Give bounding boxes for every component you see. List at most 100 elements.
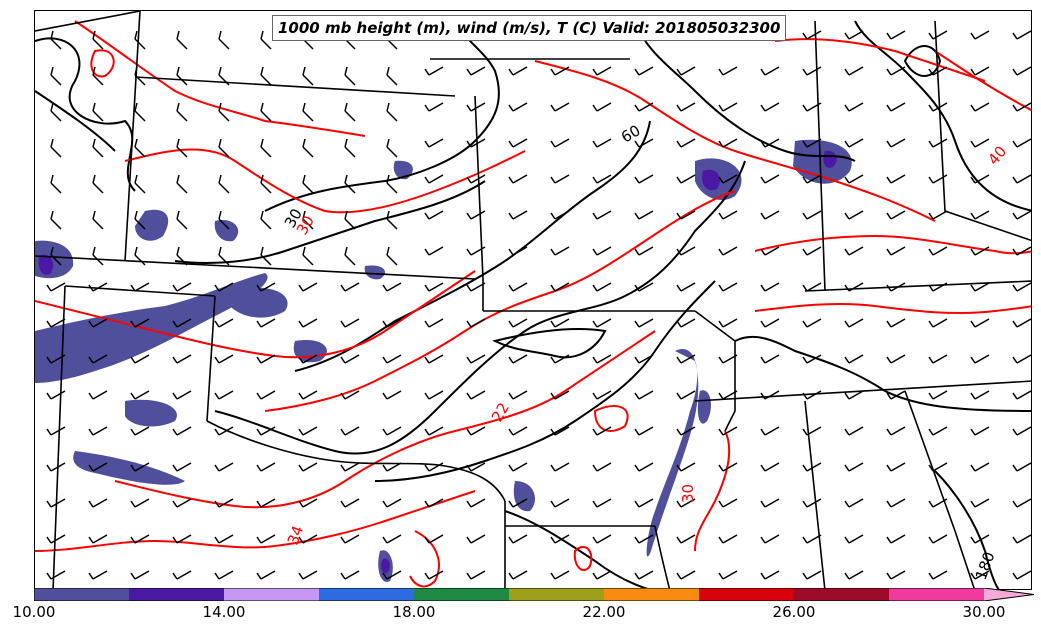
wind-barb — [844, 66, 864, 76]
wind-barb — [550, 570, 570, 580]
wind-barb — [424, 282, 444, 292]
wind-barb — [760, 534, 780, 544]
wind-barb — [844, 570, 864, 580]
wind-barb — [802, 534, 822, 544]
wind-barb — [386, 138, 398, 158]
colorbar-bin — [889, 588, 984, 601]
wind-barb — [508, 498, 528, 508]
wind-barb — [592, 174, 612, 184]
wind-barb — [508, 246, 528, 256]
wind-barb — [970, 210, 990, 220]
wind-barb — [844, 102, 864, 112]
wind-barb — [760, 318, 780, 328]
wind-barb — [970, 282, 990, 292]
wind-barb — [88, 498, 108, 508]
wind-barb — [676, 210, 696, 220]
wind-barb — [466, 498, 486, 508]
wind-barb — [886, 498, 906, 508]
wind-barb — [760, 66, 780, 76]
wind-barb — [344, 246, 356, 266]
wind-barb — [344, 138, 356, 158]
wind-barb — [424, 102, 444, 112]
wind-barb — [844, 318, 864, 328]
wind-barb — [88, 462, 108, 472]
wind-barb — [676, 498, 696, 508]
wind-barb — [928, 354, 948, 364]
wind-barb — [92, 66, 104, 86]
wind-barb — [1012, 138, 1031, 148]
wind-barb — [508, 462, 528, 472]
wind-barb — [260, 246, 272, 266]
temp-label-34: 34 — [284, 523, 307, 547]
wind-barb — [802, 390, 822, 400]
wind-barb — [844, 246, 864, 256]
wind-barb — [844, 534, 864, 544]
wind-barb — [260, 66, 272, 86]
wind-barb — [50, 138, 62, 158]
wind-barb — [928, 282, 948, 292]
wind-barb — [928, 570, 948, 580]
wind-barb — [634, 138, 654, 148]
wind-barb — [172, 318, 192, 328]
wind-barb — [256, 462, 276, 472]
wind-barb — [46, 354, 66, 364]
wind-barb — [970, 390, 990, 400]
wind-barb — [214, 282, 234, 292]
wind-barb — [46, 426, 66, 436]
wind-barb — [50, 174, 62, 194]
wind-barb — [760, 210, 780, 220]
wind-barb — [718, 534, 738, 544]
wind-barb — [424, 570, 444, 580]
wind-barb — [92, 210, 104, 230]
wind-barb — [340, 318, 360, 328]
wind-barb — [634, 498, 654, 508]
wind-barb — [260, 174, 272, 194]
wind-barb — [130, 282, 150, 292]
wind-barb — [550, 462, 570, 472]
wind-barb — [634, 102, 654, 112]
wind-barb — [256, 570, 276, 580]
wind-barb — [382, 462, 402, 472]
wind-barb — [88, 570, 108, 580]
wind-barb — [844, 354, 864, 364]
wind-barb — [130, 354, 150, 364]
wind-barb — [718, 174, 738, 184]
colorbar-bin — [794, 588, 889, 601]
wind-barb — [1012, 174, 1031, 184]
wind-barb — [718, 210, 738, 220]
wind-barb — [344, 66, 356, 86]
wind-barb — [928, 174, 948, 184]
wind-barb — [382, 390, 402, 400]
wind-barb — [970, 534, 990, 544]
wind-barb — [802, 426, 822, 436]
wind-barb — [928, 210, 948, 220]
wind-barb — [298, 462, 318, 472]
wind-barb — [172, 390, 192, 400]
wind-barb — [676, 354, 696, 364]
wind-barb — [1012, 534, 1031, 544]
wind-barb — [382, 534, 402, 544]
wind-barb — [886, 318, 906, 328]
wind-barb — [260, 102, 272, 122]
wind-barb — [928, 246, 948, 256]
wind-barb — [256, 498, 276, 508]
wind-barb — [718, 354, 738, 364]
wind-barb — [298, 570, 318, 580]
wind-barb — [592, 498, 612, 508]
wind-barb — [88, 390, 108, 400]
wind-barb — [886, 210, 906, 220]
wind-barb — [760, 462, 780, 472]
height-label-60: 60 — [618, 121, 644, 146]
wind-barb — [130, 318, 150, 328]
wind-barb — [592, 138, 612, 148]
wind-barb — [214, 570, 234, 580]
wind-barb — [928, 498, 948, 508]
wind-barb — [424, 534, 444, 544]
wind-barb — [176, 102, 188, 122]
colorbar-tick-label: 30.00 — [962, 603, 1006, 621]
wind-barb — [46, 462, 66, 472]
colorbar-tick-label: 14.00 — [202, 603, 246, 621]
wind-barb — [676, 570, 696, 580]
colorbar-tick-label: 22.00 — [582, 603, 626, 621]
wind-barb — [844, 174, 864, 184]
